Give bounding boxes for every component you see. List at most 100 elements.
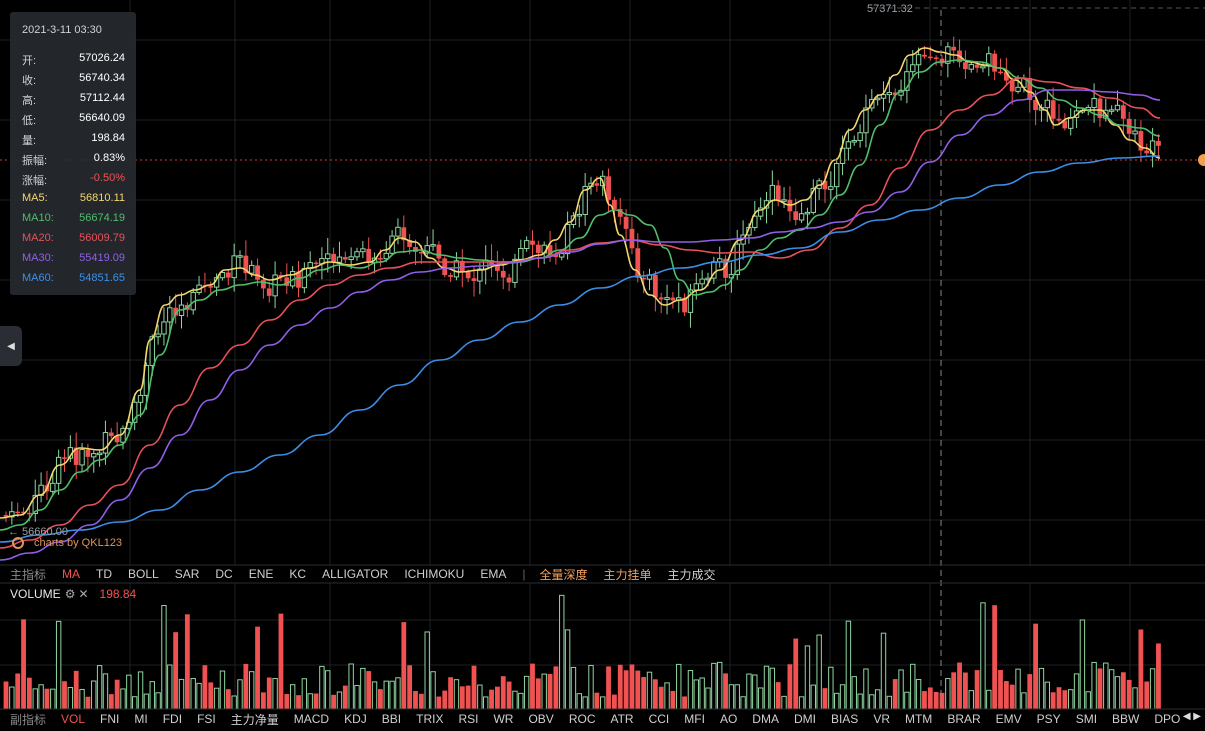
- sub-indicator-item[interactable]: BBW: [1112, 712, 1140, 726]
- sub-indicator-item[interactable]: MACD: [293, 712, 330, 726]
- candle-body: [641, 277, 647, 280]
- sub-indicator-item[interactable]: SMI: [1075, 712, 1098, 726]
- candle-body: [27, 512, 32, 515]
- volume-bar: [354, 684, 360, 710]
- candle-body: [652, 274, 658, 298]
- candle-body: [553, 254, 559, 258]
- sub-indicator-item[interactable]: CCI: [648, 712, 670, 726]
- sub-indicator-item[interactable]: ROC: [568, 712, 596, 726]
- sub-indicator-item[interactable]: FDI: [162, 712, 183, 726]
- main-indicator-item[interactable]: SAR: [174, 567, 200, 581]
- sub-indicator-item[interactable]: MTM: [904, 712, 933, 726]
- volume-bar: [658, 686, 664, 709]
- sub-indicator-item[interactable]: FSI: [197, 712, 216, 726]
- main-indicator-item[interactable]: BOLL: [128, 567, 159, 581]
- sub-indicator-item[interactable]: BIAS: [830, 712, 859, 726]
- candle-body: [1091, 97, 1097, 108]
- main-indicator-extra-item[interactable]: 主力挂单: [603, 567, 652, 582]
- candle-body: [863, 107, 869, 134]
- volume-bar: [670, 690, 676, 709]
- volume-bar: [564, 629, 571, 710]
- volume-bar: [331, 694, 336, 709]
- main-indicator-item[interactable]: EMA: [480, 567, 507, 581]
- candle-body: [255, 265, 260, 280]
- sub-indicator-item[interactable]: MFI: [684, 712, 705, 726]
- triangle-left-icon[interactable]: ◀: [1182, 711, 1191, 722]
- candle-body: [1120, 105, 1126, 119]
- sub-indicator-item[interactable]: DMA: [752, 712, 779, 726]
- info-label: 量:: [22, 135, 37, 147]
- main-indicator-bar: 主指标 MA TD BOLL SAR DC ENE KC ALLIGATOR ICHIMOKU EM…: [10, 564, 732, 584]
- volume-bar: [769, 667, 776, 710]
- main-indicator-extra-item[interactable]: 主力成交: [667, 567, 716, 582]
- volume-bar: [208, 682, 214, 709]
- volume-bar: [1056, 687, 1062, 709]
- collapse-left-button[interactable]: ◀: [0, 326, 22, 366]
- volume-bar: [137, 671, 144, 710]
- info-row: 收: 56740.34: [22, 72, 125, 88]
- volume-bar: [1097, 668, 1103, 709]
- main-indicator-item[interactable]: ENE: [248, 567, 274, 581]
- volume-bar: [787, 664, 793, 709]
- sub-indicator-item[interactable]: TRIX: [416, 712, 444, 726]
- main-indicator-item[interactable]: KC: [289, 567, 307, 581]
- main-indicator-extra-item[interactable]: 全量深度: [539, 567, 588, 582]
- volume-bar: [664, 682, 670, 710]
- candle-body: [998, 71, 1003, 74]
- main-indicator-item[interactable]: ALLIGATOR: [322, 567, 389, 581]
- sub-indicator-item[interactable]: VR: [873, 712, 890, 726]
- triangle-right-icon[interactable]: ▶: [1193, 711, 1201, 722]
- candle-body: [1062, 120, 1068, 129]
- candle-body: [500, 270, 506, 278]
- sub-indicator-item[interactable]: AO: [719, 712, 738, 726]
- candle-body: [693, 283, 699, 291]
- volume-bar: [804, 645, 811, 710]
- candle-body: [50, 482, 56, 492]
- sub-indicator-item[interactable]: 主力净量: [230, 712, 279, 727]
- volume-bar: [3, 681, 9, 709]
- candlestick-series: [3, 36, 1161, 525]
- candle-body: [9, 511, 15, 518]
- volume-bar: [348, 663, 354, 710]
- sub-indicator-item[interactable]: BBI: [381, 712, 402, 726]
- volume-bar: [763, 665, 770, 710]
- sub-indicator-item[interactable]: WR: [493, 712, 514, 726]
- sub-indicator-item[interactable]: BRAR: [947, 712, 981, 726]
- candle-body: [208, 286, 214, 288]
- sub-indicator-item[interactable]: KDJ: [344, 712, 367, 726]
- candle-body: [296, 271, 301, 288]
- close-icon[interactable]: ✕: [78, 587, 89, 601]
- info-row: 涨幅: -0.50%: [22, 172, 125, 188]
- sub-indicator-item[interactable]: EMV: [995, 712, 1022, 726]
- volume-bar: [38, 684, 44, 710]
- volume-bar: [161, 605, 167, 710]
- candle-body: [775, 185, 781, 202]
- sub-indicator-item[interactable]: RSI: [458, 712, 479, 726]
- volume-bar: [594, 692, 600, 709]
- main-indicator-item[interactable]: DC: [215, 567, 233, 581]
- info-value: -0.50%: [90, 172, 125, 184]
- sub-indicator-item[interactable]: MI: [134, 712, 148, 726]
- sub-indicator-item[interactable]: PSY: [1036, 712, 1061, 726]
- sub-indicator-item[interactable]: FNI: [100, 712, 120, 726]
- volume-bar: [301, 678, 308, 710]
- info-value: 57112.44: [79, 92, 125, 104]
- sub-indicator-item[interactable]: OBV: [528, 712, 554, 726]
- main-indicator-item[interactable]: ICHIMOKU: [404, 567, 465, 581]
- main-indicator-item[interactable]: TD: [96, 567, 113, 581]
- volume-bar: [1050, 692, 1056, 709]
- sub-indicator-item[interactable]: DMI: [793, 712, 816, 726]
- candle-body: [1138, 131, 1144, 151]
- sub-indicator-item[interactable]: DPO: [1154, 712, 1181, 726]
- sub-indicator-item[interactable]: ATR: [610, 712, 634, 726]
- candle-body: [360, 248, 366, 253]
- volume-bar: [483, 696, 489, 710]
- sub-indicator-item[interactable]: VOL: [61, 712, 86, 726]
- volume-bar: [641, 677, 647, 709]
- indicator-scroll-arrows[interactable]: ◀ ▶: [1183, 711, 1201, 722]
- gear-icon[interactable]: ⚙: [64, 587, 76, 601]
- main-indicator-item[interactable]: MA: [62, 567, 81, 581]
- candle-body: [874, 97, 881, 101]
- volume-bar: [21, 619, 26, 709]
